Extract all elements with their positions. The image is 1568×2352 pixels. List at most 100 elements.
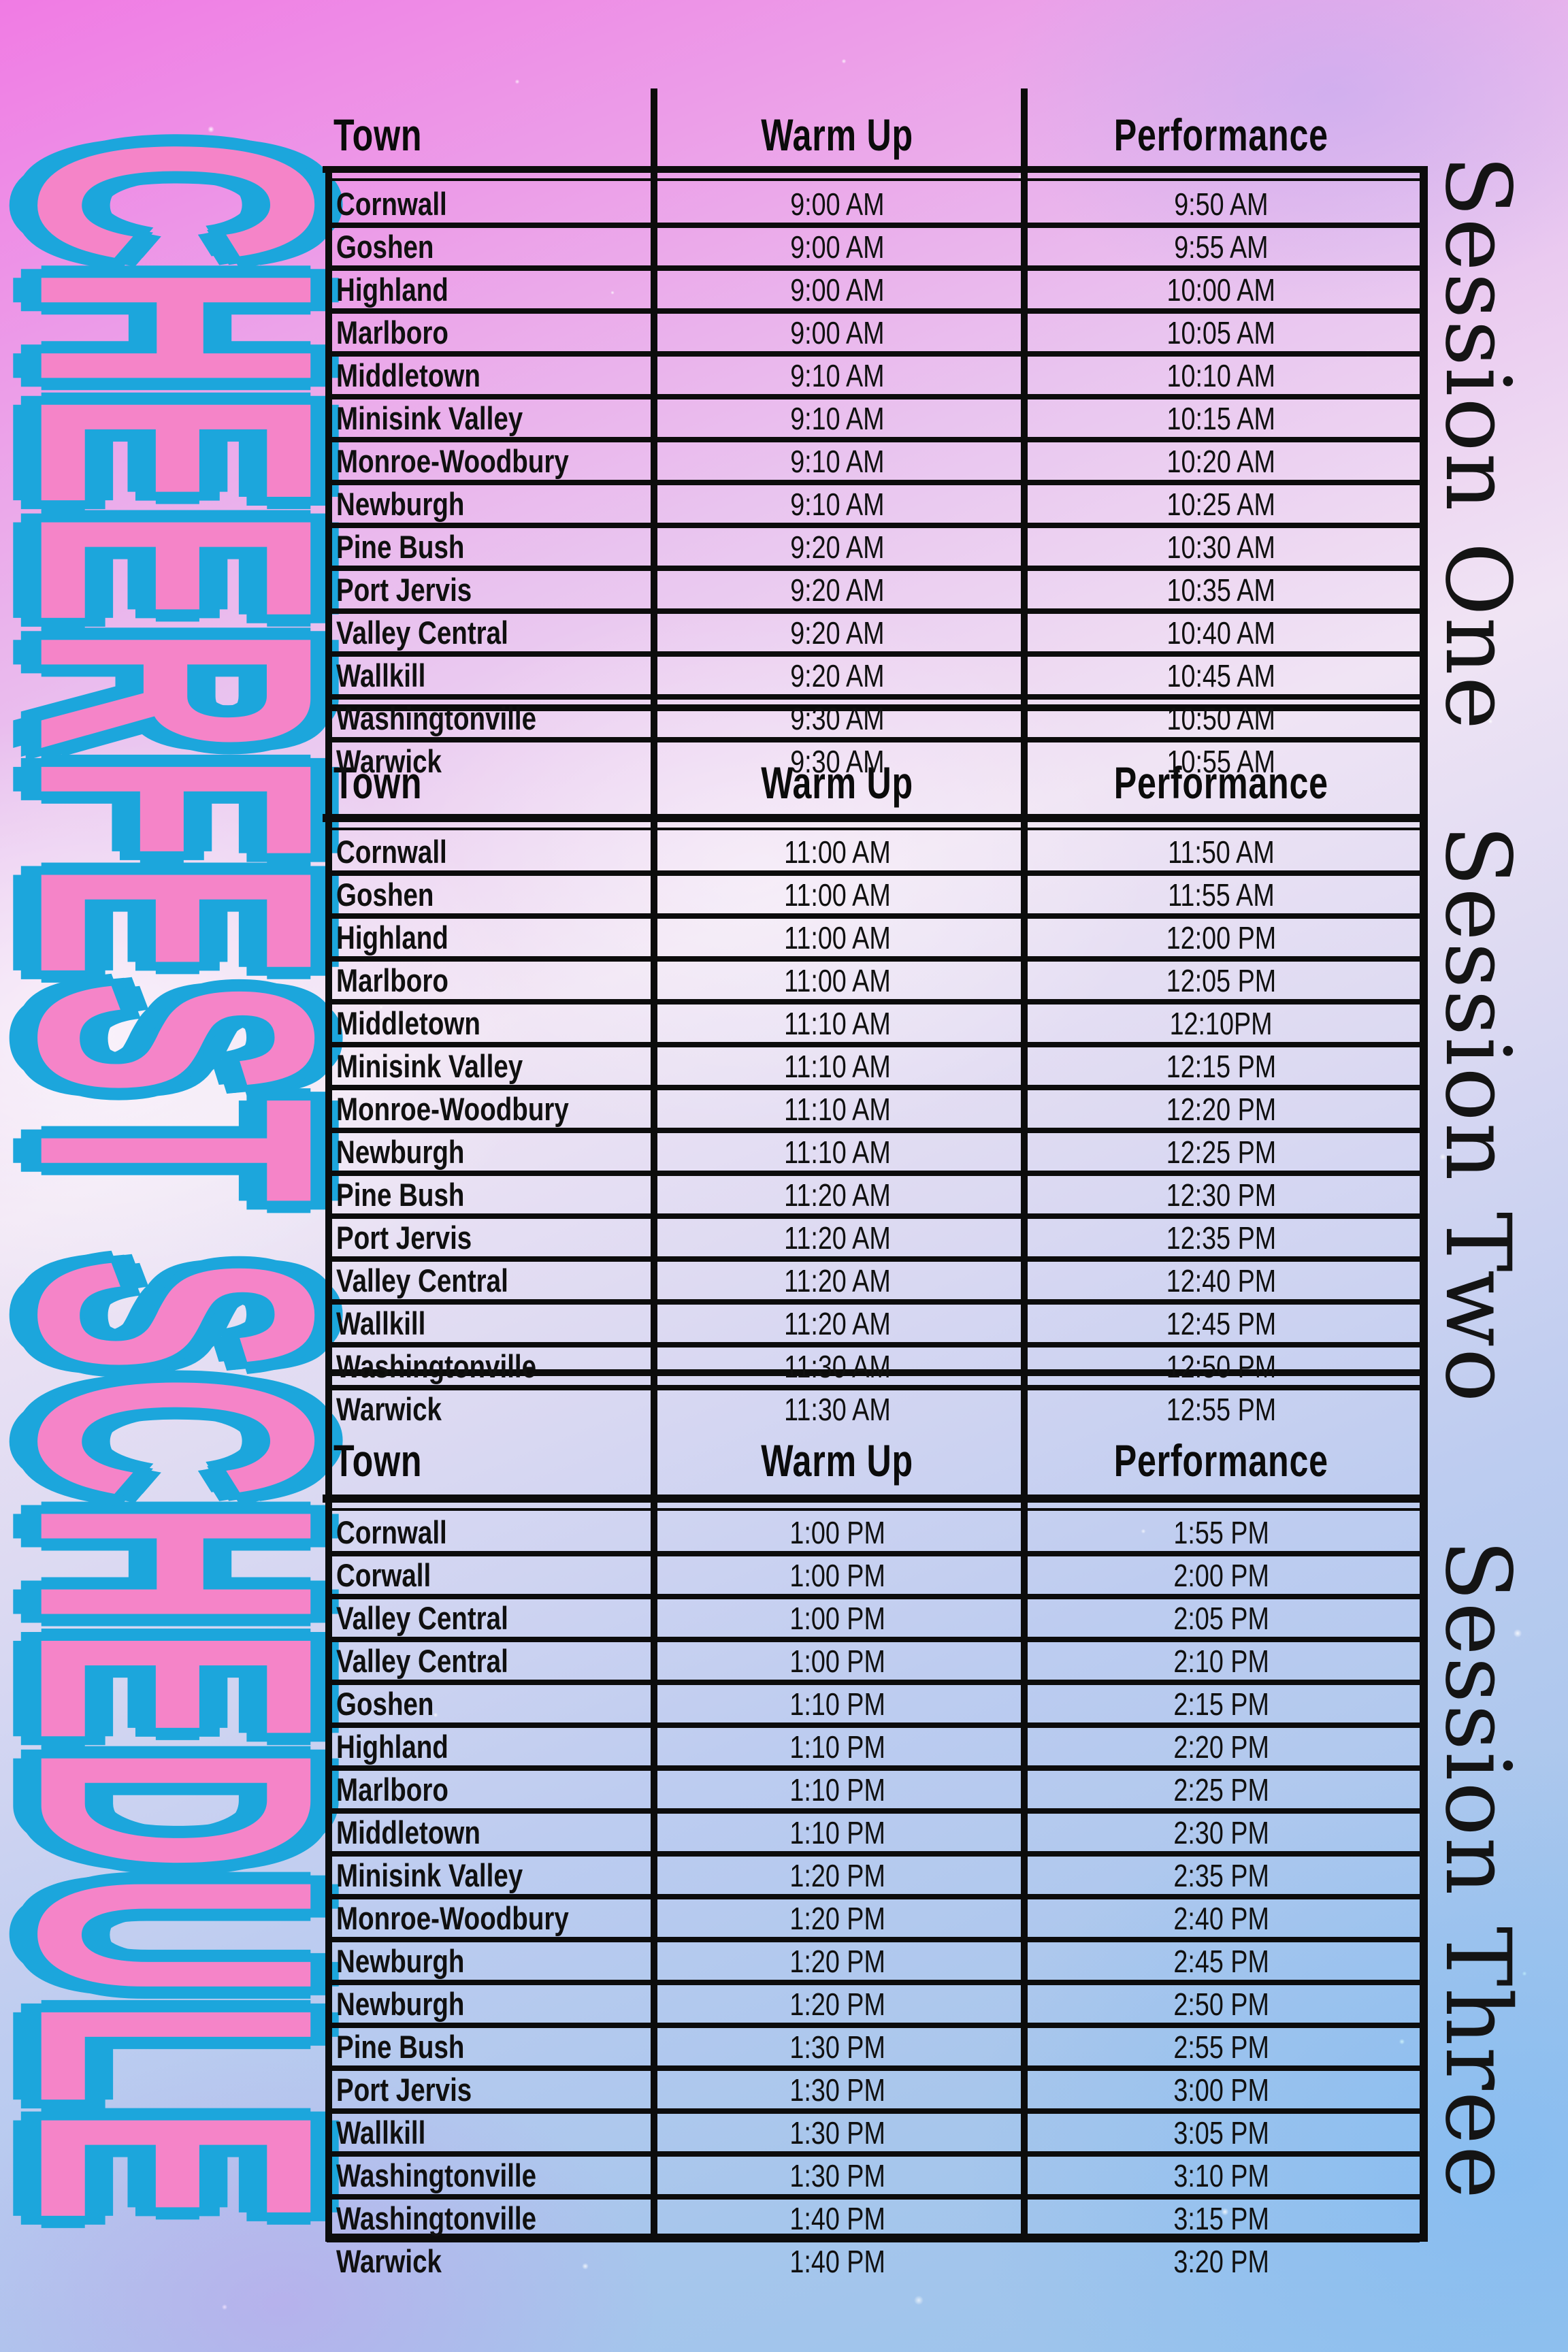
table-row: Cornwall 11:00 AM 11:50 AM	[327, 833, 1420, 876]
performance-cell-text: 12:10PM	[1170, 1005, 1273, 1041]
town-column-header: Town	[327, 740, 652, 808]
town-cell: Pine Bush	[327, 528, 652, 566]
town-cell-text: Cornwall	[336, 186, 447, 222]
town-cell-text: Wallkill	[336, 1305, 426, 1341]
town-cell-text: Marlboro	[336, 962, 448, 998]
warmup-cell-text: 1:20 PM	[789, 1900, 885, 1936]
warmup-cell-text: 1:20 PM	[789, 1857, 885, 1893]
warmup-cell: 11:20 AM	[652, 1262, 1023, 1299]
performance-cell-text: 2:10 PM	[1173, 1643, 1269, 1679]
performance-cell-text: 1:55 PM	[1173, 1514, 1269, 1550]
header-underline	[323, 814, 1428, 822]
town-cell: Marlboro	[327, 314, 652, 351]
performance-cell: 2:20 PM	[1023, 1728, 1420, 1765]
table-row: Washingtonville 1:40 PM 3:15 PM	[327, 2200, 1420, 2242]
warmup-cell-text: 11:10 AM	[784, 1005, 891, 1041]
town-cell: Middletown	[327, 1814, 652, 1851]
performance-cell: 11:55 AM	[1023, 876, 1420, 913]
warmup-cell: 9:30 AM	[652, 742, 1023, 780]
performance-cell: 2:25 PM	[1023, 1771, 1420, 1808]
town-cell: Marlboro	[327, 962, 652, 999]
performance-cell: 2:05 PM	[1023, 1599, 1420, 1637]
performance-cell-text: 10:45 AM	[1166, 657, 1276, 693]
performance-cell: 2:35 PM	[1023, 1857, 1420, 1894]
town-cell: Marlboro	[327, 1771, 652, 1808]
table-row: Port Jervis 9:20 AM 10:35 AM	[327, 571, 1420, 614]
performance-header-text: Performance	[1113, 1435, 1329, 1486]
warmup-cell: 1:10 PM	[652, 1685, 1023, 1722]
performance-cell: 3:10 PM	[1023, 2157, 1420, 2194]
warmup-cell: 1:00 PM	[652, 1514, 1023, 1551]
performance-cell-text: 10:00 AM	[1166, 272, 1276, 308]
performance-cell-text: 3:20 PM	[1173, 2243, 1269, 2279]
warmup-cell-text: 1:40 PM	[789, 2200, 885, 2236]
town-cell-text: Washingtonville	[336, 1348, 537, 1384]
warmup-cell-text: 9:10 AM	[790, 400, 885, 436]
warmup-cell-text: 1:30 PM	[789, 2029, 885, 2065]
town-cell: Washingtonville	[327, 1348, 652, 1385]
table-row: Warwick 9:30 AM 10:55 AM	[327, 742, 1420, 780]
performance-cell: 10:00 AM	[1023, 271, 1420, 308]
performance-cell-text: 10:35 AM	[1166, 572, 1276, 608]
warmup-cell-text: 11:20 AM	[784, 1262, 891, 1298]
performance-cell-text: 12:20 PM	[1166, 1091, 1277, 1127]
performance-cell: 12:25 PM	[1023, 1133, 1420, 1171]
town-cell-text: Middletown	[336, 357, 480, 393]
town-cell-text: Cornwall	[336, 834, 447, 870]
warmup-cell: 1:10 PM	[652, 1814, 1023, 1851]
town-cell: Warwick	[327, 2242, 652, 2280]
table-row: Monroe-Woodbury 9:10 AM 10:20 AM	[327, 442, 1420, 485]
warmup-cell: 11:10 AM	[652, 1047, 1023, 1085]
town-cell-text: Valley Central	[336, 615, 508, 651]
town-cell-text: Monroe-Woodbury	[336, 1091, 569, 1127]
town-cell: Warwick	[327, 1390, 652, 1428]
town-cell-text: Wallkill	[336, 657, 426, 693]
town-cell-text: Warwick	[336, 2243, 442, 2279]
performance-cell-text: 12:15 PM	[1166, 1048, 1277, 1084]
performance-cell-text: 10:55 AM	[1166, 743, 1276, 779]
warmup-cell: 1:30 PM	[652, 2028, 1023, 2065]
warmup-cell-text: 1:10 PM	[789, 1686, 885, 1722]
warmup-cell: 9:10 AM	[652, 442, 1023, 480]
warmup-cell: 9:10 AM	[652, 485, 1023, 523]
session-two-label: Session Two	[1425, 825, 1530, 1404]
town-cell: Wallkill	[327, 657, 652, 694]
performance-cell-text: 2:35 PM	[1173, 1857, 1269, 1893]
warmup-cell-text: 1:00 PM	[789, 1600, 885, 1636]
performance-cell-text: 2:15 PM	[1173, 1686, 1269, 1722]
town-cell-text: Warwick	[336, 1391, 442, 1427]
town-cell: Wallkill	[327, 1305, 652, 1342]
town-cell-text: Port Jervis	[336, 572, 472, 608]
table-row: Cornwall 9:00 AM 9:50 AM	[327, 185, 1420, 228]
town-cell-text: Corwall	[336, 1557, 431, 1593]
session-three-label: Session Three	[1425, 1539, 1530, 2201]
performance-cell: 12:10PM	[1023, 1004, 1420, 1042]
town-cell-text: Cornwall	[336, 1514, 447, 1550]
performance-cell-text: 10:30 AM	[1166, 529, 1276, 565]
performance-cell-text: 12:25 PM	[1166, 1134, 1277, 1170]
performance-cell-text: 10:50 AM	[1166, 700, 1276, 736]
warmup-cell-text: 11:30 AM	[784, 1348, 891, 1384]
warmup-cell-text: 11:20 AM	[784, 1220, 891, 1256]
town-cell: Port Jervis	[327, 2071, 652, 2108]
warmup-cell: 9:30 AM	[652, 700, 1023, 737]
table-row: Warwick 1:40 PM 3:20 PM	[327, 2242, 1420, 2280]
town-cell-text: Minisink Valley	[336, 1857, 523, 1893]
table-right-border	[1420, 166, 1428, 2242]
warmup-cell: 9:10 AM	[652, 357, 1023, 394]
warmup-cell-text: 1:10 PM	[789, 1729, 885, 1765]
warmup-cell: 11:10 AM	[652, 1004, 1023, 1042]
table-row: Corwall 1:00 PM 2:00 PM	[327, 1556, 1420, 1599]
warmup-cell-text: 9:20 AM	[790, 615, 885, 651]
performance-cell-text: 2:55 PM	[1173, 2029, 1269, 2065]
performance-cell-text: 2:00 PM	[1173, 1557, 1269, 1593]
performance-cell: 2:50 PM	[1023, 1985, 1420, 2023]
town-cell: Highland	[327, 1728, 652, 1765]
warmup-cell-text: 11:00 AM	[784, 877, 891, 913]
performance-cell-text: 12:05 PM	[1166, 962, 1277, 998]
performance-cell: 1:55 PM	[1023, 1514, 1420, 1551]
town-cell: Highland	[327, 919, 652, 956]
table-row: Pine Bush 1:30 PM 2:55 PM	[327, 2028, 1420, 2071]
town-cell-text: Newburgh	[336, 1134, 465, 1170]
town-cell-text: Valley Central	[336, 1600, 508, 1636]
